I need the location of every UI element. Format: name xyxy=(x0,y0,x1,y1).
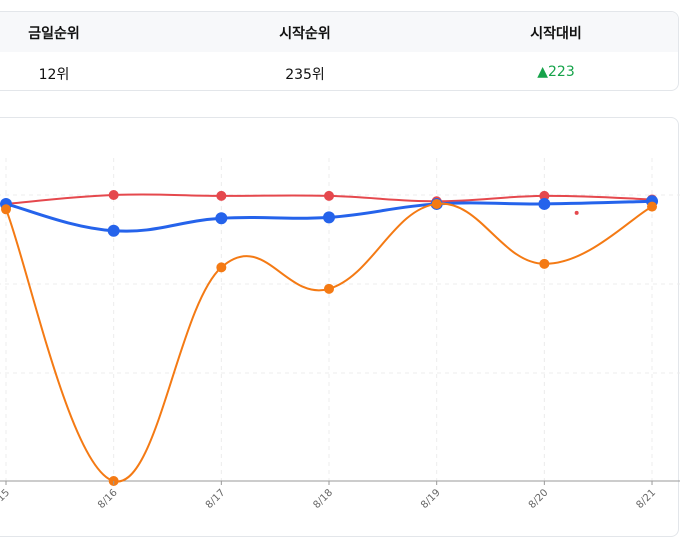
series-2-point-5 xyxy=(539,258,550,269)
rank-table-header xyxy=(0,12,678,52)
x-tick-label: 8/16 xyxy=(96,487,120,511)
series-1-point-1 xyxy=(107,224,120,237)
series-0-point-1 xyxy=(108,190,119,200)
annotation-dot xyxy=(574,210,579,215)
x-tick-label: 8/15 xyxy=(0,487,12,511)
rank-change-number: 223 xyxy=(548,64,575,80)
series-1-point-5 xyxy=(538,197,551,210)
series-line-2 xyxy=(5,202,654,483)
header-today-rank: 금일순위 xyxy=(28,26,80,42)
series-2-point-6 xyxy=(647,201,658,212)
today-rank-value: 12위 xyxy=(38,67,70,83)
x-tick-label: 8/19 xyxy=(419,487,443,511)
x-tick-label: 8/17 xyxy=(204,487,228,511)
x-tick-label: 8/20 xyxy=(527,487,551,511)
series-0-point-5 xyxy=(539,190,550,201)
series-2-point-2 xyxy=(216,262,227,273)
series-2-point-3 xyxy=(324,283,335,294)
rank-trend-chart-card: 8/15 8/16 8/17 8/18 8/19 8/20 8/21 xyxy=(0,117,680,537)
series-2-point-0 xyxy=(1,204,11,215)
x-tick-label: 8/21 xyxy=(634,487,658,511)
series-0-point-2 xyxy=(216,190,227,201)
up-arrow-icon: ▲ xyxy=(537,64,549,80)
rank-change-value: ▲223 xyxy=(466,64,646,80)
series-1-point-2 xyxy=(215,212,228,225)
x-tick-label: 8/18 xyxy=(311,487,335,511)
header-start-rank: 시작순위 xyxy=(279,26,331,42)
series-2-point-4 xyxy=(431,198,442,209)
start-rank-value: 235위 xyxy=(285,67,325,83)
rank-summary-card: 금일순위 시작순위 시작대비 12위 235위 ▲223 xyxy=(0,11,679,91)
rank-trend-chart: 8/15 8/16 8/17 8/18 8/19 8/20 8/21 xyxy=(0,158,680,511)
series-0-point-3 xyxy=(324,190,335,201)
header-change: 시작대비 xyxy=(530,26,582,42)
series-1-point-3 xyxy=(323,211,336,224)
